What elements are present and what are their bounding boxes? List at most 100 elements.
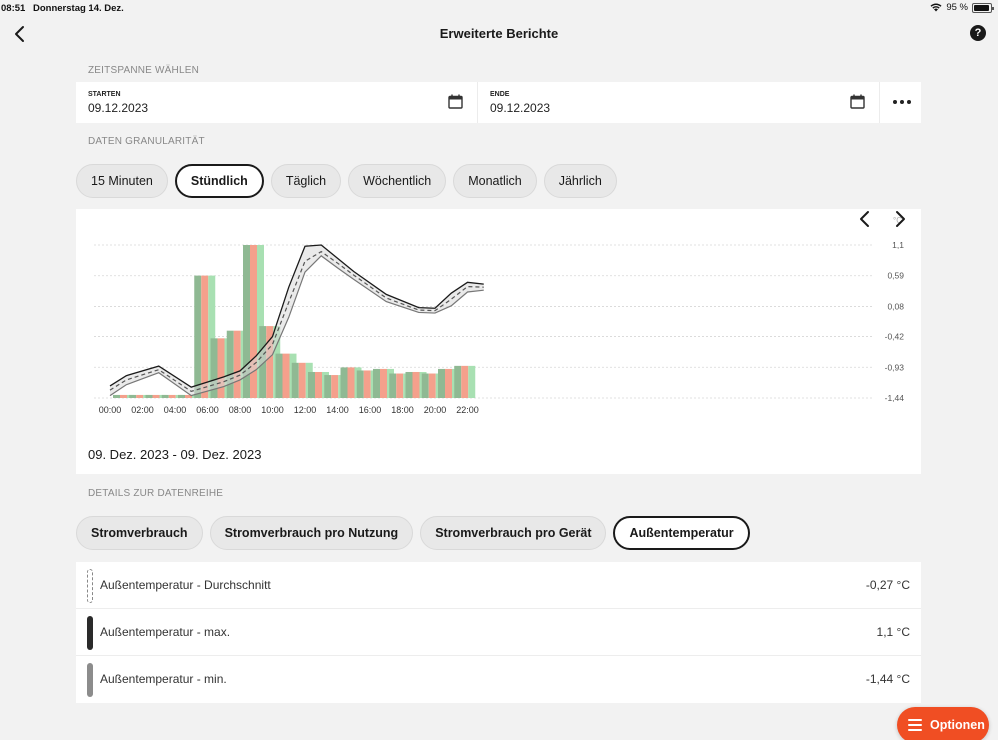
legend-row[interactable]: Außentemperatur - Durchschnitt -0,27 °C [76, 562, 921, 609]
bar [226, 330, 234, 398]
period-section-label: ZEITSPANNE WÄHLEN [88, 65, 200, 76]
series-line [109, 250, 484, 393]
start-date-label: STARTEN [88, 91, 121, 98]
calendar-icon[interactable] [850, 94, 865, 109]
bar [363, 370, 371, 398]
bar [275, 353, 283, 398]
bar [257, 245, 264, 398]
bar [129, 394, 137, 398]
y-tick-label: -0,42 [885, 332, 905, 342]
granularity-section-label: DATEN GRANULARITÄT [88, 136, 205, 147]
x-tick-label: 08:00 [229, 405, 252, 415]
granularity-option[interactable]: 15 Minuten [76, 164, 168, 198]
end-date-label: ENDE [490, 91, 510, 98]
end-date-value: 09.12.2023 [490, 101, 551, 115]
status-date: Donnerstag 14. Dez. [33, 3, 124, 14]
help-icon[interactable]: ? [970, 25, 986, 41]
y-axis-unit: °C [893, 216, 902, 225]
data-series-tab[interactable]: Stromverbrauch pro Nutzung [209, 516, 414, 550]
series-line [109, 244, 484, 388]
y-tick-label: 0,08 [887, 301, 904, 311]
start-date-field[interactable]: STARTEN 09.12.2023 [76, 82, 478, 123]
granularity-option[interactable]: Jährlich [543, 164, 617, 198]
bar [145, 394, 153, 398]
details-section-label: DETAILS ZUR DATENREIHE [88, 488, 224, 499]
legend-swatch [87, 569, 93, 603]
legend-list: Außentemperatur - Durchschnitt -0,27 °C Au… [76, 562, 921, 703]
y-tick-label: 0,59 [887, 271, 904, 281]
calendar-icon[interactable] [448, 94, 463, 109]
x-tick-label: 22:00 [456, 405, 479, 415]
x-tick-label: 16:00 [359, 405, 382, 415]
legend-swatch [87, 663, 93, 697]
granularity-option[interactable]: Wöchentlich [348, 164, 447, 198]
next-period-chevron-icon[interactable] [891, 209, 909, 229]
x-tick-label: 14:00 [326, 405, 349, 415]
battery-icon [972, 2, 994, 13]
legend-value: -0,27 °C [865, 578, 910, 592]
more-options-button[interactable] [880, 82, 921, 123]
legend-name: Außentemperatur - min. [100, 672, 227, 686]
granularity-option[interactable]: Täglich [270, 164, 342, 198]
legend-row[interactable]: Außentemperatur - max. 1,1 °C [76, 609, 921, 656]
back-chevron-icon[interactable] [10, 23, 30, 45]
page-title: Erweiterte Berichte [439, 26, 559, 41]
previous-period-chevron-icon[interactable] [856, 209, 874, 229]
bar [194, 275, 202, 398]
bar [308, 371, 315, 398]
legend-name: Außentemperatur - Durchschnitt [100, 578, 271, 592]
data-series-tabs: Stromverbrauch Stromverbrauch pro Nutzung… [76, 516, 750, 550]
granularity-option[interactable]: Monatlich [453, 164, 537, 198]
data-series-tab[interactable]: Stromverbrauch pro Gerät [420, 516, 607, 550]
x-tick-label: 20:00 [424, 405, 447, 415]
bar [380, 368, 387, 398]
legend-value: 1,1 °C [876, 625, 910, 639]
bar [113, 394, 120, 398]
options-button[interactable]: Optionen [897, 707, 989, 740]
granularity-chips: 15 Minuten Stündlich Täglich Wöchentlich Mon… [76, 164, 617, 198]
menu-list-icon [908, 719, 922, 731]
bar [461, 365, 469, 398]
bar [243, 245, 250, 398]
min-max-band [110, 245, 484, 396]
bar [120, 394, 127, 398]
x-tick-label: 02:00 [131, 405, 154, 415]
bar [428, 373, 436, 398]
bar [201, 275, 209, 398]
end-date-field[interactable]: ENDE 09.12.2023 [478, 82, 880, 123]
bar [421, 373, 429, 398]
x-tick-label: 06:00 [196, 405, 219, 415]
bar [178, 394, 185, 398]
x-tick-label: 12:00 [294, 405, 317, 415]
start-date-value: 09.12.2023 [88, 101, 149, 115]
bar [347, 367, 355, 398]
x-tick-label: 04:00 [164, 405, 187, 415]
date-range-picker: STARTEN 09.12.2023 ENDE 09.12.2023 [76, 82, 921, 123]
bar [412, 371, 420, 398]
temperature-chart: °C 1,1 0,59 0,08 -0,42 -0,93 -1,44 00:00 02:00 04… [94, 216, 905, 415]
status-bar: 08:51 Donnerstag 14. Dez. 95 % [0, 0, 998, 16]
bar [340, 367, 348, 398]
bar [356, 370, 364, 398]
bar [438, 368, 445, 398]
granularity-option[interactable]: Stündlich [174, 164, 264, 198]
bar [185, 394, 192, 398]
bar [291, 362, 299, 398]
chart-card: °C 1,1 0,59 0,08 -0,42 -0,93 -1,44 00:00 02:00 04… [76, 209, 921, 474]
x-tick-label: 10:00 [261, 405, 284, 415]
y-tick-label: 1,1 [892, 240, 904, 250]
bar [373, 368, 380, 398]
bar [324, 375, 332, 398]
bar [468, 365, 476, 398]
data-series-tab[interactable]: Außentemperatur [613, 516, 750, 550]
legend-row[interactable]: Außentemperatur - min. -1,44 °C [76, 656, 921, 703]
bar [266, 326, 274, 398]
battery-percent: 95 % [946, 2, 968, 13]
x-tick-label: 18:00 [391, 405, 414, 415]
data-series-tab[interactable]: Stromverbrauch [76, 516, 203, 550]
bar [389, 373, 397, 398]
bar [405, 371, 413, 398]
bar [208, 275, 216, 398]
legend-name: Außentemperatur - max. [100, 625, 231, 639]
bar [282, 353, 290, 398]
